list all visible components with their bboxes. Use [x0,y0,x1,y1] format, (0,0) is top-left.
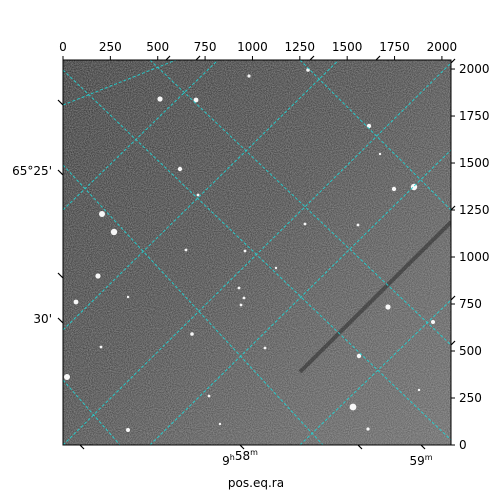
right-tick-label-0: 0 [459,438,467,452]
star-32 [218,422,222,426]
star-24 [356,353,362,359]
star-7 [177,166,183,172]
star-28 [207,394,211,398]
star-19 [242,296,246,300]
dec-label-1: 65°25' [12,164,52,178]
world-coordinate-ticks [57,55,456,450]
grid-line-6 [63,164,324,445]
top-tick-label-4: 1000 [237,40,268,54]
star-33 [274,266,278,270]
top-tick-label-0: 0 [59,40,67,54]
star-15 [95,273,101,279]
right-tick-label-5: 1250 [459,203,490,217]
world-tick-14 [450,295,456,301]
star-20 [239,303,243,307]
star-6 [410,183,418,191]
top-tick-label-7: 1750 [379,40,410,54]
star-13 [303,222,307,226]
star-8 [196,193,200,197]
star-29 [349,403,357,411]
grid-line-10 [63,379,121,445]
star-11 [184,248,188,252]
top-tick-label-3: 750 [194,40,217,54]
world-tick-2 [357,444,363,450]
world-tick-1 [239,444,245,450]
star-31 [366,427,370,431]
ra-label-1: 9h58m [222,448,258,468]
x-axis-title: pos.eq.ra [228,476,284,490]
world-tick-15 [450,340,456,346]
grid-line-8 [149,60,451,346]
ra-label-2: 59m [409,453,432,468]
star-10 [110,228,118,236]
world-tick-3 [420,444,426,450]
star-21 [190,332,194,336]
star-0 [157,96,163,102]
top-tick-label-6: 1500 [332,40,363,54]
grid-line-2 [63,60,340,331]
star-25 [263,346,267,350]
star-5 [391,186,397,192]
star-9 [99,211,105,217]
right-tick-label-4: 1000 [459,250,490,264]
world-tick-6 [57,272,64,279]
right-pixel-axis: 0 250 500 750 1000 1250 1500 1750 2000 [451,62,490,452]
world-tick-12 [450,58,456,64]
right-tick-label-8: 2000 [459,62,490,76]
top-pixel-axis: 0 250 500 750 1000 1250 1500 1750 2000 [59,40,457,60]
top-tick-label-5: 1250 [285,40,316,54]
star-22 [385,304,391,310]
world-tick-9 [195,55,201,61]
world-tick-11 [375,55,381,61]
top-tick-label-8: 2000 [427,40,458,54]
star-16 [73,299,79,305]
star-30 [126,428,130,432]
star-35 [417,388,421,392]
top-tick-label-2: 500 [146,40,169,54]
top-tick-label-1: 250 [99,40,122,54]
star-2 [247,74,251,78]
star-12 [243,249,247,253]
star-14 [356,223,360,227]
coordinate-grid [63,60,451,445]
satellite-streak-edge [305,227,451,371]
right-tick-label-3: 750 [459,297,482,311]
grid-line-0 [63,60,177,106]
star-26 [99,345,103,349]
dec-label-2: 30' [33,312,52,326]
right-tick-label-1: 250 [459,391,482,405]
grid-line-7 [63,69,451,441]
grid-line-3 [63,62,451,445]
grid-line-1 [63,60,219,211]
star-1 [193,97,199,103]
right-tick-label-2: 500 [459,344,482,358]
grid-line-9 [299,60,451,211]
world-tick-7 [57,317,64,324]
world-tick-10 [309,55,315,61]
world-tick-0 [79,444,85,450]
world-tick-4 [57,99,64,106]
satellite-streak [298,220,451,374]
image-area [62,59,452,446]
star-18 [237,286,241,290]
world-tick-13 [450,205,456,211]
star-17 [126,295,130,299]
grid-line-4 [149,149,451,445]
plot-frame [62,59,452,446]
right-tick-label-7: 1750 [459,109,490,123]
star-34 [378,152,382,156]
world-tick-5 [57,169,64,176]
right-tick-label-6: 1500 [459,156,490,170]
star-27 [64,374,70,380]
world-tick-8 [165,55,171,61]
star-23 [431,320,435,324]
